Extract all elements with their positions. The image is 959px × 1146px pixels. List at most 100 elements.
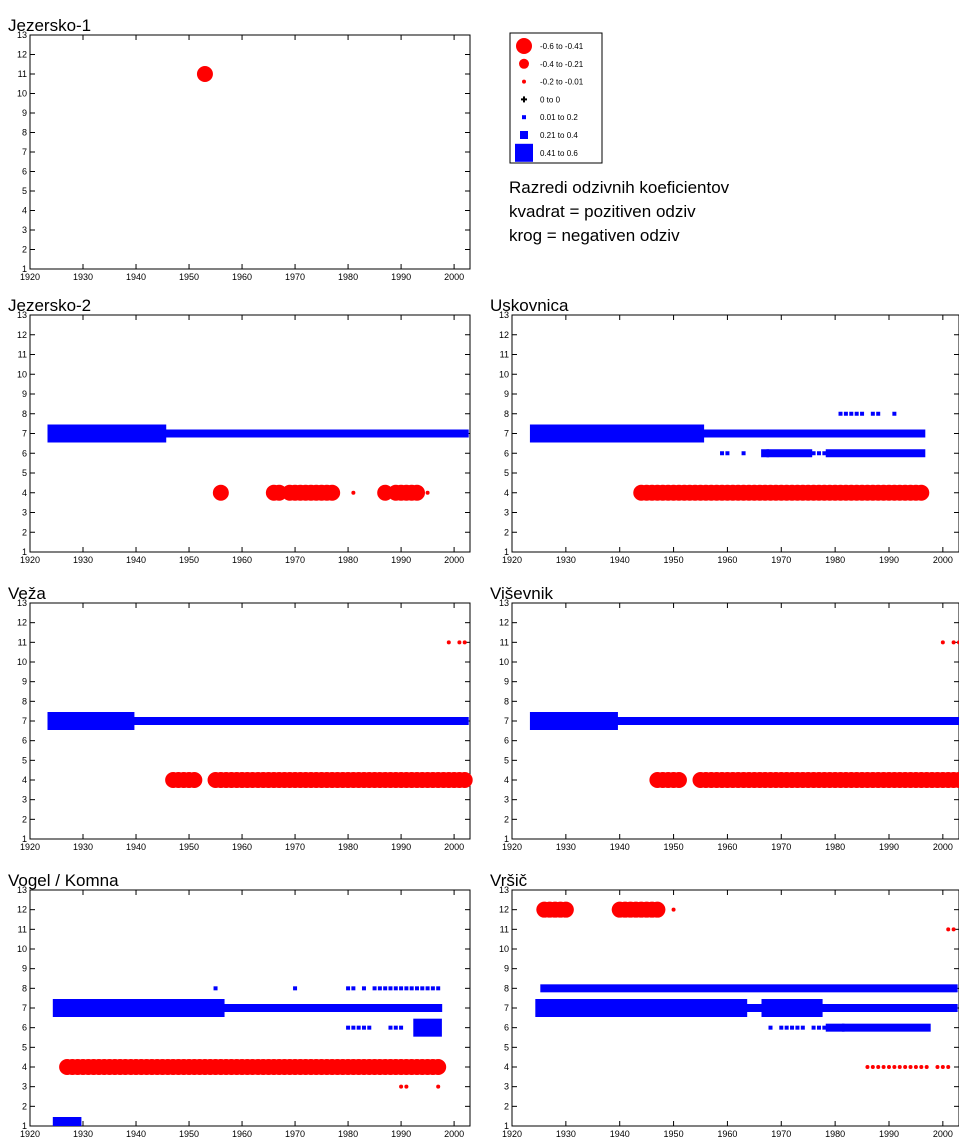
x-tick-label: 1940 [610,842,630,852]
chart-title: Viševnik [490,584,553,603]
y-tick-label: 3 [22,225,27,235]
x-tick-label: 2000 [933,1129,953,1139]
x-tick-label: 1980 [825,842,845,852]
y-tick-label: 2 [504,1101,509,1111]
data-run [52,1117,82,1126]
data-point [346,1025,351,1030]
markers-group [529,640,959,788]
y-tick-label: 2 [22,814,27,824]
x-tick-label: 1980 [338,842,358,852]
data-run [158,999,193,1017]
y-tick-label: 2 [22,245,27,255]
x-tick-label: 1950 [664,842,684,852]
y-tick-label: 13 [17,30,27,40]
legend-square-marker [520,131,528,139]
x-tick-label: 2000 [444,272,464,282]
data-point [940,1065,945,1069]
y-tick-label: 5 [504,755,509,765]
x-tick-label: 1930 [73,555,93,565]
data-point [800,1025,805,1030]
data-point [811,1025,816,1030]
y-tick-label: 8 [22,696,27,706]
data-point [393,986,398,991]
data-run [52,999,167,1017]
x-tick-label: 1980 [825,555,845,565]
legend-circle-marker [519,58,529,69]
data-point [372,986,377,991]
y-tick-label: 4 [22,1062,27,1072]
x-tick-label: 1980 [338,1129,358,1139]
data-point [876,1065,881,1069]
legend-caption: Razredi odzivnih koeficientov kvadrat = … [509,176,729,248]
data-point [946,927,951,932]
x-tick-label: 1940 [610,1129,630,1139]
y-tick-label: 8 [504,409,509,419]
data-point [854,411,859,416]
x-tick-label: 1960 [717,842,737,852]
y-tick-label: 12 [17,905,27,915]
data-point [388,986,393,991]
x-tick-label: 1920 [20,555,40,565]
y-tick-label: 11 [500,924,509,934]
x-tick-label: 1920 [20,1129,40,1139]
y-tick-label: 7 [22,429,27,439]
data-point [779,1025,784,1030]
y-tick-label: 7 [22,147,27,157]
data-point [670,772,687,788]
data-point [725,451,730,456]
data-point [351,986,356,991]
data-point [388,1025,393,1030]
x-tick-label: 1960 [232,1129,252,1139]
x-tick-label: 1990 [391,555,411,565]
data-point [671,907,676,912]
data-point [886,1065,891,1069]
data-point [784,1025,789,1030]
y-tick-label: 10 [499,369,509,379]
data-run [814,1004,958,1012]
y-tick-label: 6 [22,167,27,177]
y-tick-label: 1 [504,547,509,557]
legend-label: -0.4 to -0.21 [540,60,584,69]
y-tick-label: 7 [504,716,509,726]
data-run [293,986,298,991]
y-tick-label: 6 [504,1023,509,1033]
data-run [768,1025,773,1030]
x-tick-label: 1950 [179,555,199,565]
legend: -0.6 to -0.41 -0.4 to -0.21 -0.2 to -0.01 0… [509,32,603,164]
x-tick-label: 1960 [717,1129,737,1139]
data-point [351,490,356,495]
y-tick-label: 9 [22,389,27,399]
y-tick-label: 9 [504,677,509,687]
x-tick-label: 1990 [879,1129,899,1139]
data-run [361,986,366,991]
data-point [913,1065,918,1069]
y-tick-label: 1 [22,264,27,274]
x-tick-label: 1930 [73,272,93,282]
legend-circle-marker [516,38,532,54]
data-point [843,411,848,416]
x-tick-label: 1930 [556,842,576,852]
markers-group [52,986,447,1126]
data-point [892,1065,897,1069]
x-tick-label: 1990 [879,555,899,565]
data-point [924,1065,929,1069]
data-point [436,986,441,991]
data-point [436,1084,441,1089]
y-tick-label: 5 [504,468,509,478]
data-run [185,999,225,1017]
chart-title: Vršič [490,871,528,890]
legend-label: 0.01 to 0.2 [540,113,578,122]
x-tick-label: 1980 [825,1129,845,1139]
data-point [913,484,930,501]
y-tick-label: 2 [504,814,509,824]
data-run [535,999,748,1017]
data-point [414,986,419,991]
y-tick-label: 9 [504,964,509,974]
data-point [393,1025,398,1030]
data-run [761,999,823,1017]
x-tick-label: 1930 [73,842,93,852]
y-tick-label: 9 [22,964,27,974]
x-tick-label: 1940 [610,555,630,565]
data-point [457,640,462,645]
